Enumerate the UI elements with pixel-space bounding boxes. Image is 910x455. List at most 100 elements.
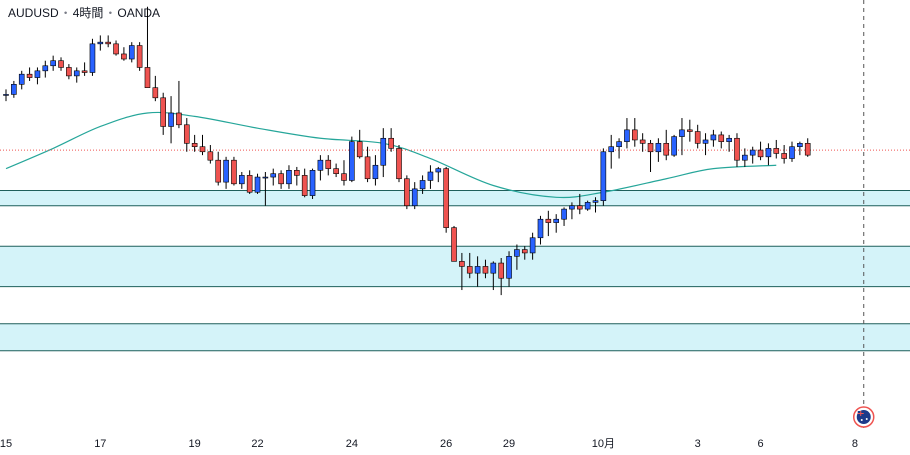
- candle: [474, 256, 481, 287]
- candle-body: [66, 67, 72, 77]
- candle: [671, 134, 677, 157]
- candle-body: [459, 261, 465, 267]
- candle: [199, 134, 206, 156]
- candle-body: [191, 143, 198, 148]
- candle-body: [34, 70, 41, 78]
- candle-body: [246, 175, 253, 193]
- candle-body: [18, 73, 25, 85]
- candle: [584, 200, 591, 211]
- candle-body: [50, 60, 56, 67]
- candle: [694, 124, 701, 149]
- candle: [136, 42, 143, 71]
- candle-body: [121, 53, 127, 60]
- candle-body: [26, 73, 33, 78]
- candle-body: [616, 141, 622, 148]
- candle-body: [215, 159, 222, 183]
- candle-body: [521, 249, 528, 254]
- candle: [655, 138, 662, 162]
- candle-body: [694, 131, 701, 144]
- candle-body: [451, 227, 457, 262]
- candle-body: [262, 176, 269, 179]
- candle-body: [11, 84, 17, 95]
- candle-body: [176, 112, 182, 126]
- candle: [419, 175, 426, 194]
- candle: [553, 214, 560, 233]
- candle-body: [294, 170, 300, 176]
- candle: [66, 64, 72, 80]
- candle: [561, 207, 567, 226]
- candle: [160, 92, 166, 135]
- x-tick-label: 19: [189, 438, 201, 450]
- x-tick-label: 3: [695, 438, 701, 450]
- candle-body: [152, 87, 159, 99]
- candle-body: [356, 141, 363, 158]
- candle-body: [301, 175, 308, 196]
- candle: [176, 80, 182, 129]
- candle-body: [537, 218, 544, 239]
- candle: [718, 131, 725, 149]
- candle: [168, 96, 174, 144]
- x-tick-label: 10月: [592, 438, 615, 450]
- candle: [765, 143, 772, 166]
- candle: [710, 129, 717, 147]
- candle: [231, 156, 237, 186]
- candles: [3, 6, 811, 296]
- candle-body: [789, 146, 795, 159]
- candle: [26, 67, 33, 81]
- candle: [482, 259, 489, 279]
- candle: [773, 139, 780, 159]
- event-marker[interactable]: [852, 406, 875, 428]
- candle-body: [702, 139, 709, 144]
- candle: [624, 118, 630, 149]
- title-separator: ・: [59, 6, 72, 20]
- candle-body: [380, 137, 387, 166]
- candle-body: [561, 208, 567, 220]
- candle: [128, 42, 135, 63]
- candle-body: [317, 159, 324, 171]
- candle: [246, 170, 253, 194]
- candle-body: [136, 45, 143, 68]
- candle: [498, 258, 504, 296]
- candle-body: [553, 218, 560, 223]
- candle-body: [584, 202, 591, 210]
- candle: [286, 165, 292, 189]
- ma-line: [5, 111, 777, 199]
- candle-body: [168, 112, 174, 127]
- candle: [105, 35, 111, 48]
- candle-body: [600, 151, 607, 201]
- candle: [215, 151, 222, 186]
- candle-body: [325, 159, 332, 169]
- candle: [804, 138, 811, 157]
- x-tick-label: 8: [852, 438, 858, 450]
- candle: [89, 38, 96, 76]
- candle: [663, 129, 670, 161]
- candle: [521, 246, 528, 260]
- candle: [372, 155, 379, 186]
- candle: [600, 148, 607, 206]
- candle-body: [773, 148, 780, 154]
- candle: [294, 166, 300, 186]
- candle-body: [239, 175, 245, 185]
- candle: [152, 75, 159, 102]
- candle: [356, 129, 363, 159]
- candle-body: [647, 143, 654, 153]
- candle: [797, 141, 803, 156]
- candle: [490, 261, 497, 291]
- support-zone: [0, 190, 910, 206]
- candle-body: [223, 159, 229, 183]
- candle: [443, 166, 449, 233]
- candle-body: [435, 168, 442, 173]
- candle-body: [42, 65, 49, 72]
- candle: [734, 133, 740, 167]
- candle: [592, 197, 599, 213]
- candle-body: [663, 143, 670, 156]
- candle: [207, 145, 214, 164]
- candle: [529, 232, 536, 260]
- candle: [333, 163, 339, 178]
- candle-body: [765, 148, 772, 158]
- candle: [58, 57, 64, 71]
- x-tick-label: 29: [503, 438, 515, 450]
- candle-body: [804, 143, 811, 156]
- candle: [569, 202, 575, 220]
